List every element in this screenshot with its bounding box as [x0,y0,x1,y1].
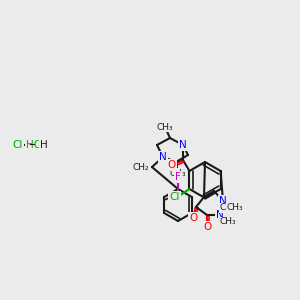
Text: Cl: Cl [13,140,23,150]
Text: CH₂: CH₂ [132,163,149,172]
Text: O: O [189,213,197,223]
Text: N: N [159,152,167,162]
Text: –: – [29,139,35,152]
Text: N: N [216,210,224,220]
Text: H: H [40,140,48,150]
Text: CH₃: CH₃ [227,202,243,211]
Text: CH₃: CH₃ [157,122,173,131]
Text: Cl: Cl [169,192,180,202]
Text: O: O [203,222,211,232]
Text: O: O [168,160,176,170]
Text: CH₃: CH₃ [227,202,243,211]
Text: CH₃: CH₃ [220,203,236,212]
Text: CH₃: CH₃ [170,169,186,178]
Text: CH₃: CH₃ [220,218,236,226]
Text: F: F [175,172,181,182]
Text: N: N [219,196,227,206]
Text: N: N [179,140,187,150]
Text: HCl: HCl [26,140,44,150]
